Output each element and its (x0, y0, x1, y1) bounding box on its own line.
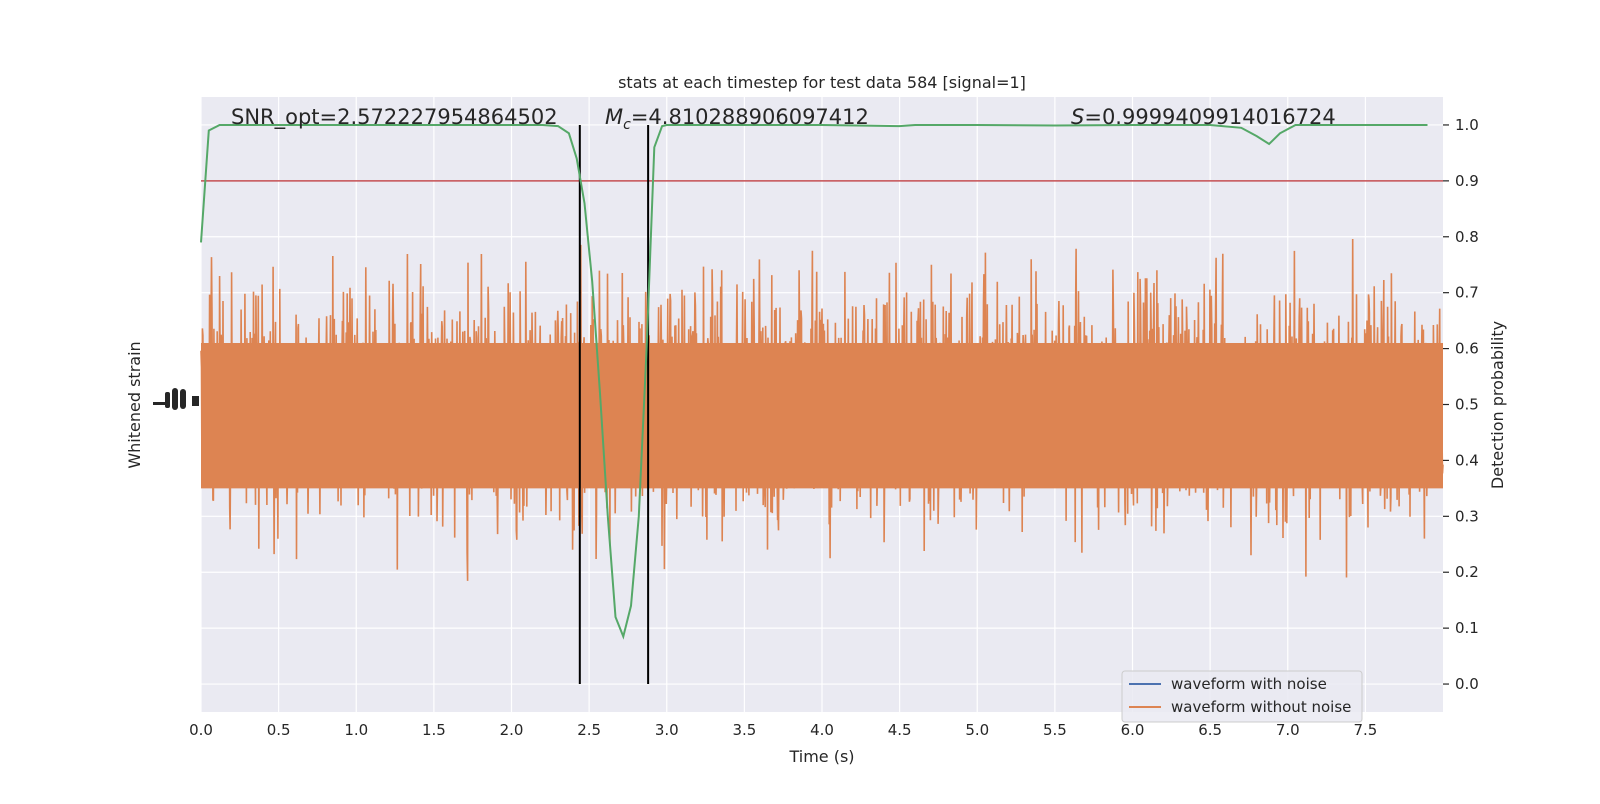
snr-annotation: SNR_opt=2.572227954864502 (231, 105, 558, 130)
left-axis-clutter (153, 388, 199, 410)
x-tick-label-5: 2.5 (577, 721, 601, 739)
chirp-mass-annotation: Mc=4.810288906097412 (605, 105, 869, 133)
x-tick-label-3: 1.5 (422, 721, 446, 739)
score-symbol: S (1071, 105, 1084, 129)
y-tick-label-8: 0.8 (1455, 228, 1479, 246)
x-axis-ticks: 0.0 0.5 1.0 1.5 2.0 2.5 3.0 3.5 4.0 4.5 5.0 5.5 6.0 6… (189, 721, 1377, 739)
y-tick-label-4: 0.4 (1455, 451, 1479, 469)
y-tick-label-3: 0.3 (1455, 507, 1479, 525)
x-tick-label-8: 4.0 (810, 721, 834, 739)
score-value: =0.9999409914016724 (1084, 105, 1335, 129)
x-tick-label-2: 1.0 (344, 721, 368, 739)
y-tick-label-9: 0.9 (1455, 172, 1479, 190)
x-tick-label-14: 7.0 (1276, 721, 1300, 739)
y-axis-left-label: Whitened strain (125, 341, 144, 468)
y-tick-label-7: 0.7 (1455, 284, 1479, 302)
y-tick-label-2: 0.2 (1455, 563, 1479, 581)
x-tick-label-13: 6.5 (1198, 721, 1222, 739)
y-tick-label-10: 1.0 (1455, 116, 1479, 134)
x-tick-label-9: 4.5 (888, 721, 912, 739)
x-tick-label-1: 0.5 (267, 721, 291, 739)
y-tick-label-6: 0.6 (1455, 340, 1479, 358)
legend: waveform with noise waveform without noi… (1121, 670, 1363, 723)
chirp-mass-value: =4.810288906097412 (631, 105, 869, 129)
score-annotation: S=0.9999409914016724 (1071, 105, 1336, 129)
noise-core-band (201, 343, 1443, 489)
detection-probability-line (200, 124, 1428, 640)
chirp-mass-symbol: M (605, 105, 623, 129)
overlay-lines (200, 124, 1443, 685)
x-tick-label-10: 5.0 (965, 721, 989, 739)
legend-box (1121, 670, 1363, 723)
y-tick-label-1: 0.1 (1455, 619, 1479, 637)
y-tick-label-0: 0.0 (1455, 675, 1479, 693)
x-tick-label-6: 3.0 (655, 721, 679, 739)
x-tick-label-12: 6.0 (1121, 721, 1145, 739)
x-tick-label-7: 3.5 (732, 721, 756, 739)
x-tick-label-4: 2.0 (500, 721, 524, 739)
chirp-mass-subscript: c (623, 117, 631, 133)
x-tick-label-0: 0.0 (189, 721, 213, 739)
legend-label-without-noise: waveform without noise (1171, 698, 1351, 716)
y-tick-label-5: 0.5 (1455, 396, 1479, 414)
x-axis-label: Time (s) (788, 747, 854, 766)
legend-label-with-noise: waveform with noise (1171, 675, 1327, 693)
x-tick-label-11: 5.5 (1043, 721, 1067, 739)
y-axis-right-label: Detection probability (1488, 321, 1507, 489)
y-axis-right-ticks: 0.0 0.1 0.2 0.3 0.4 0.5 0.6 0.7 0.8 0.9 1.0 (1443, 116, 1479, 693)
x-tick-label-15: 7.5 (1353, 721, 1377, 739)
chart-title: stats at each timestep for test data 584… (618, 73, 1026, 92)
waveform-without-noise-trace (200, 238, 1444, 581)
